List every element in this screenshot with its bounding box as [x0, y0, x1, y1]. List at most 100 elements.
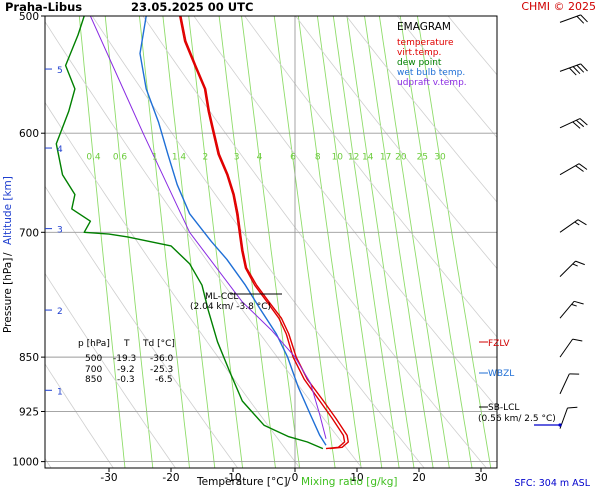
- frame: [41, 15, 498, 472]
- mixing-ratio-label: 3: [234, 153, 240, 163]
- wind-barb-staff: [559, 300, 575, 319]
- grid: [45, 16, 600, 468]
- legend-updraft: udpraft v.temp.: [397, 78, 467, 88]
- y-tick-label: 600: [19, 128, 39, 140]
- table-header-t: T: [123, 339, 130, 349]
- sb-lcl-label: SB-LCL: [488, 403, 519, 413]
- wind-barb-half: [572, 263, 578, 267]
- x-axis-title-mixing: Mixing ratio [g/kg]: [301, 476, 397, 488]
- wind-barb-feather: [576, 64, 585, 73]
- wind-barb-staff: [559, 63, 581, 72]
- surface-info: SFC: 304 m ASL: [514, 478, 590, 489]
- wind-barb-staff: [559, 118, 581, 129]
- legend-dew-point: dew point: [397, 58, 442, 68]
- mixing-ratio-label: 0.4: [86, 153, 101, 163]
- mixing-ratio-label: 4: [257, 153, 263, 163]
- table-header-p: p [hPa]: [78, 339, 110, 349]
- table-cell: -9.2: [117, 365, 135, 375]
- wind-barb-staff: [559, 373, 570, 395]
- x-tick-label: 20: [412, 472, 425, 484]
- wind-barb-feather: [567, 406, 578, 409]
- wind-barb: [559, 373, 580, 395]
- wind-barb-feather: [572, 121, 581, 129]
- wind-barb-half: [571, 303, 577, 307]
- table-cell: -6.5: [155, 375, 173, 385]
- y-axis-title: Pressure [hPa] / Altitude [km]: [2, 176, 14, 333]
- table-cell: -0.3: [117, 375, 135, 385]
- x-tick-label: -30: [100, 472, 117, 484]
- legend-wet-bulb: wet bulb temp.: [397, 68, 465, 78]
- mixing-ratio-label: 20: [395, 153, 407, 163]
- copyright: CHMI © 2025: [521, 0, 596, 13]
- dry-adiabat: [396, 16, 497, 139]
- mixing-ratio-label: 17: [380, 153, 391, 163]
- y-axis-title-altitude: Altitude [km]: [2, 176, 14, 245]
- dry-adiabat: [193, 16, 497, 409]
- wind-barb-feather: [578, 163, 588, 170]
- x-axis-title-sep: /: [287, 476, 291, 488]
- mixing-ratio-label: 2: [203, 153, 209, 163]
- mixing-ratio-label: 30: [434, 153, 446, 163]
- dry-adiabat: [499, 16, 600, 468]
- ml-ccl-label: ML-CCL: [205, 292, 238, 302]
- fzlv-label: FZLV: [488, 339, 510, 349]
- dry-adiabat: [295, 16, 497, 270]
- legend-title: EMAGRAM: [397, 21, 451, 33]
- plot-border: [44, 15, 498, 469]
- wind-barb: [559, 338, 583, 358]
- table-cell: 700: [85, 365, 102, 375]
- y-axis-title-sep: /: [2, 252, 14, 256]
- table-cell: 850: [85, 375, 102, 385]
- y-tick-label: 925: [19, 406, 39, 418]
- legend-virt-temp: virt.temp.: [397, 48, 441, 58]
- datetime-title: 23.05.2025 00 UTC: [131, 0, 253, 14]
- series-virt-temp: [180, 16, 349, 450]
- wind-barb-feather: [577, 219, 587, 226]
- wind-barb-feather: [580, 63, 588, 72]
- wind-barbs: [559, 14, 588, 429]
- altitude-tick-label: 3: [57, 226, 63, 236]
- mixing-ratio-label: 14: [362, 153, 374, 163]
- x-axis-title-temp: Temperature [°C]: [196, 476, 288, 488]
- surface-dot: [558, 423, 562, 427]
- wind-barb-feather: [572, 338, 583, 342]
- x-tick-label: -10: [224, 472, 241, 484]
- axis-labels: 0.4 0.6 1 1.4 2 3 4 6 8 10 12 14 17 20 25 30-30 -20 -10 0 1…: [12, 11, 487, 484]
- y-tick-label: 500: [19, 11, 39, 23]
- mixing-ratio-label: 1: [152, 153, 158, 163]
- mixing-ratio-label: 25: [417, 153, 428, 163]
- wind-barb-feather: [580, 14, 588, 23]
- mixing-ratio-label: 8: [315, 153, 321, 163]
- wind-barb-staff: [559, 219, 579, 233]
- mixing-ratio-label: 1.4: [172, 153, 187, 163]
- wind-barb-staff: [559, 14, 581, 23]
- y-axis-title-pressure: Pressure [hPa]: [2, 258, 14, 333]
- wind-barb-staff: [559, 338, 574, 358]
- wind-barb-feather: [569, 373, 580, 375]
- wind-barb-feather: [579, 118, 588, 126]
- x-tick-label: 0: [292, 472, 299, 484]
- altitude-tick-label: 4: [57, 145, 63, 155]
- x-tick-label: 30: [474, 472, 487, 484]
- legend-temperature: temperature: [397, 38, 454, 48]
- wind-barb: [559, 118, 588, 129]
- wind-barb-feather: [575, 119, 585, 128]
- table-cell: -25.3: [150, 365, 173, 375]
- x-tick-label: 10: [350, 472, 363, 484]
- table-cell: -19.3: [113, 354, 136, 364]
- series-layer: [55, 16, 349, 450]
- series-temperature: [179, 16, 346, 450]
- y-tick-label: 700: [19, 227, 39, 239]
- wind-barb-feather: [575, 165, 584, 172]
- wind-barb: [559, 406, 578, 429]
- y-tick-label: 850: [19, 352, 39, 364]
- altitude-tick-label: 5: [57, 66, 63, 76]
- wind-barb: [559, 63, 588, 76]
- mixing-ratio-label: 12: [348, 153, 359, 163]
- altitude-tick-label: 1: [57, 387, 63, 397]
- wind-barb: [559, 260, 585, 278]
- wind-barb-feather: [574, 300, 584, 305]
- station-title: Praha-Libus: [5, 0, 82, 14]
- series-wet-bulb-temp: [139, 16, 327, 446]
